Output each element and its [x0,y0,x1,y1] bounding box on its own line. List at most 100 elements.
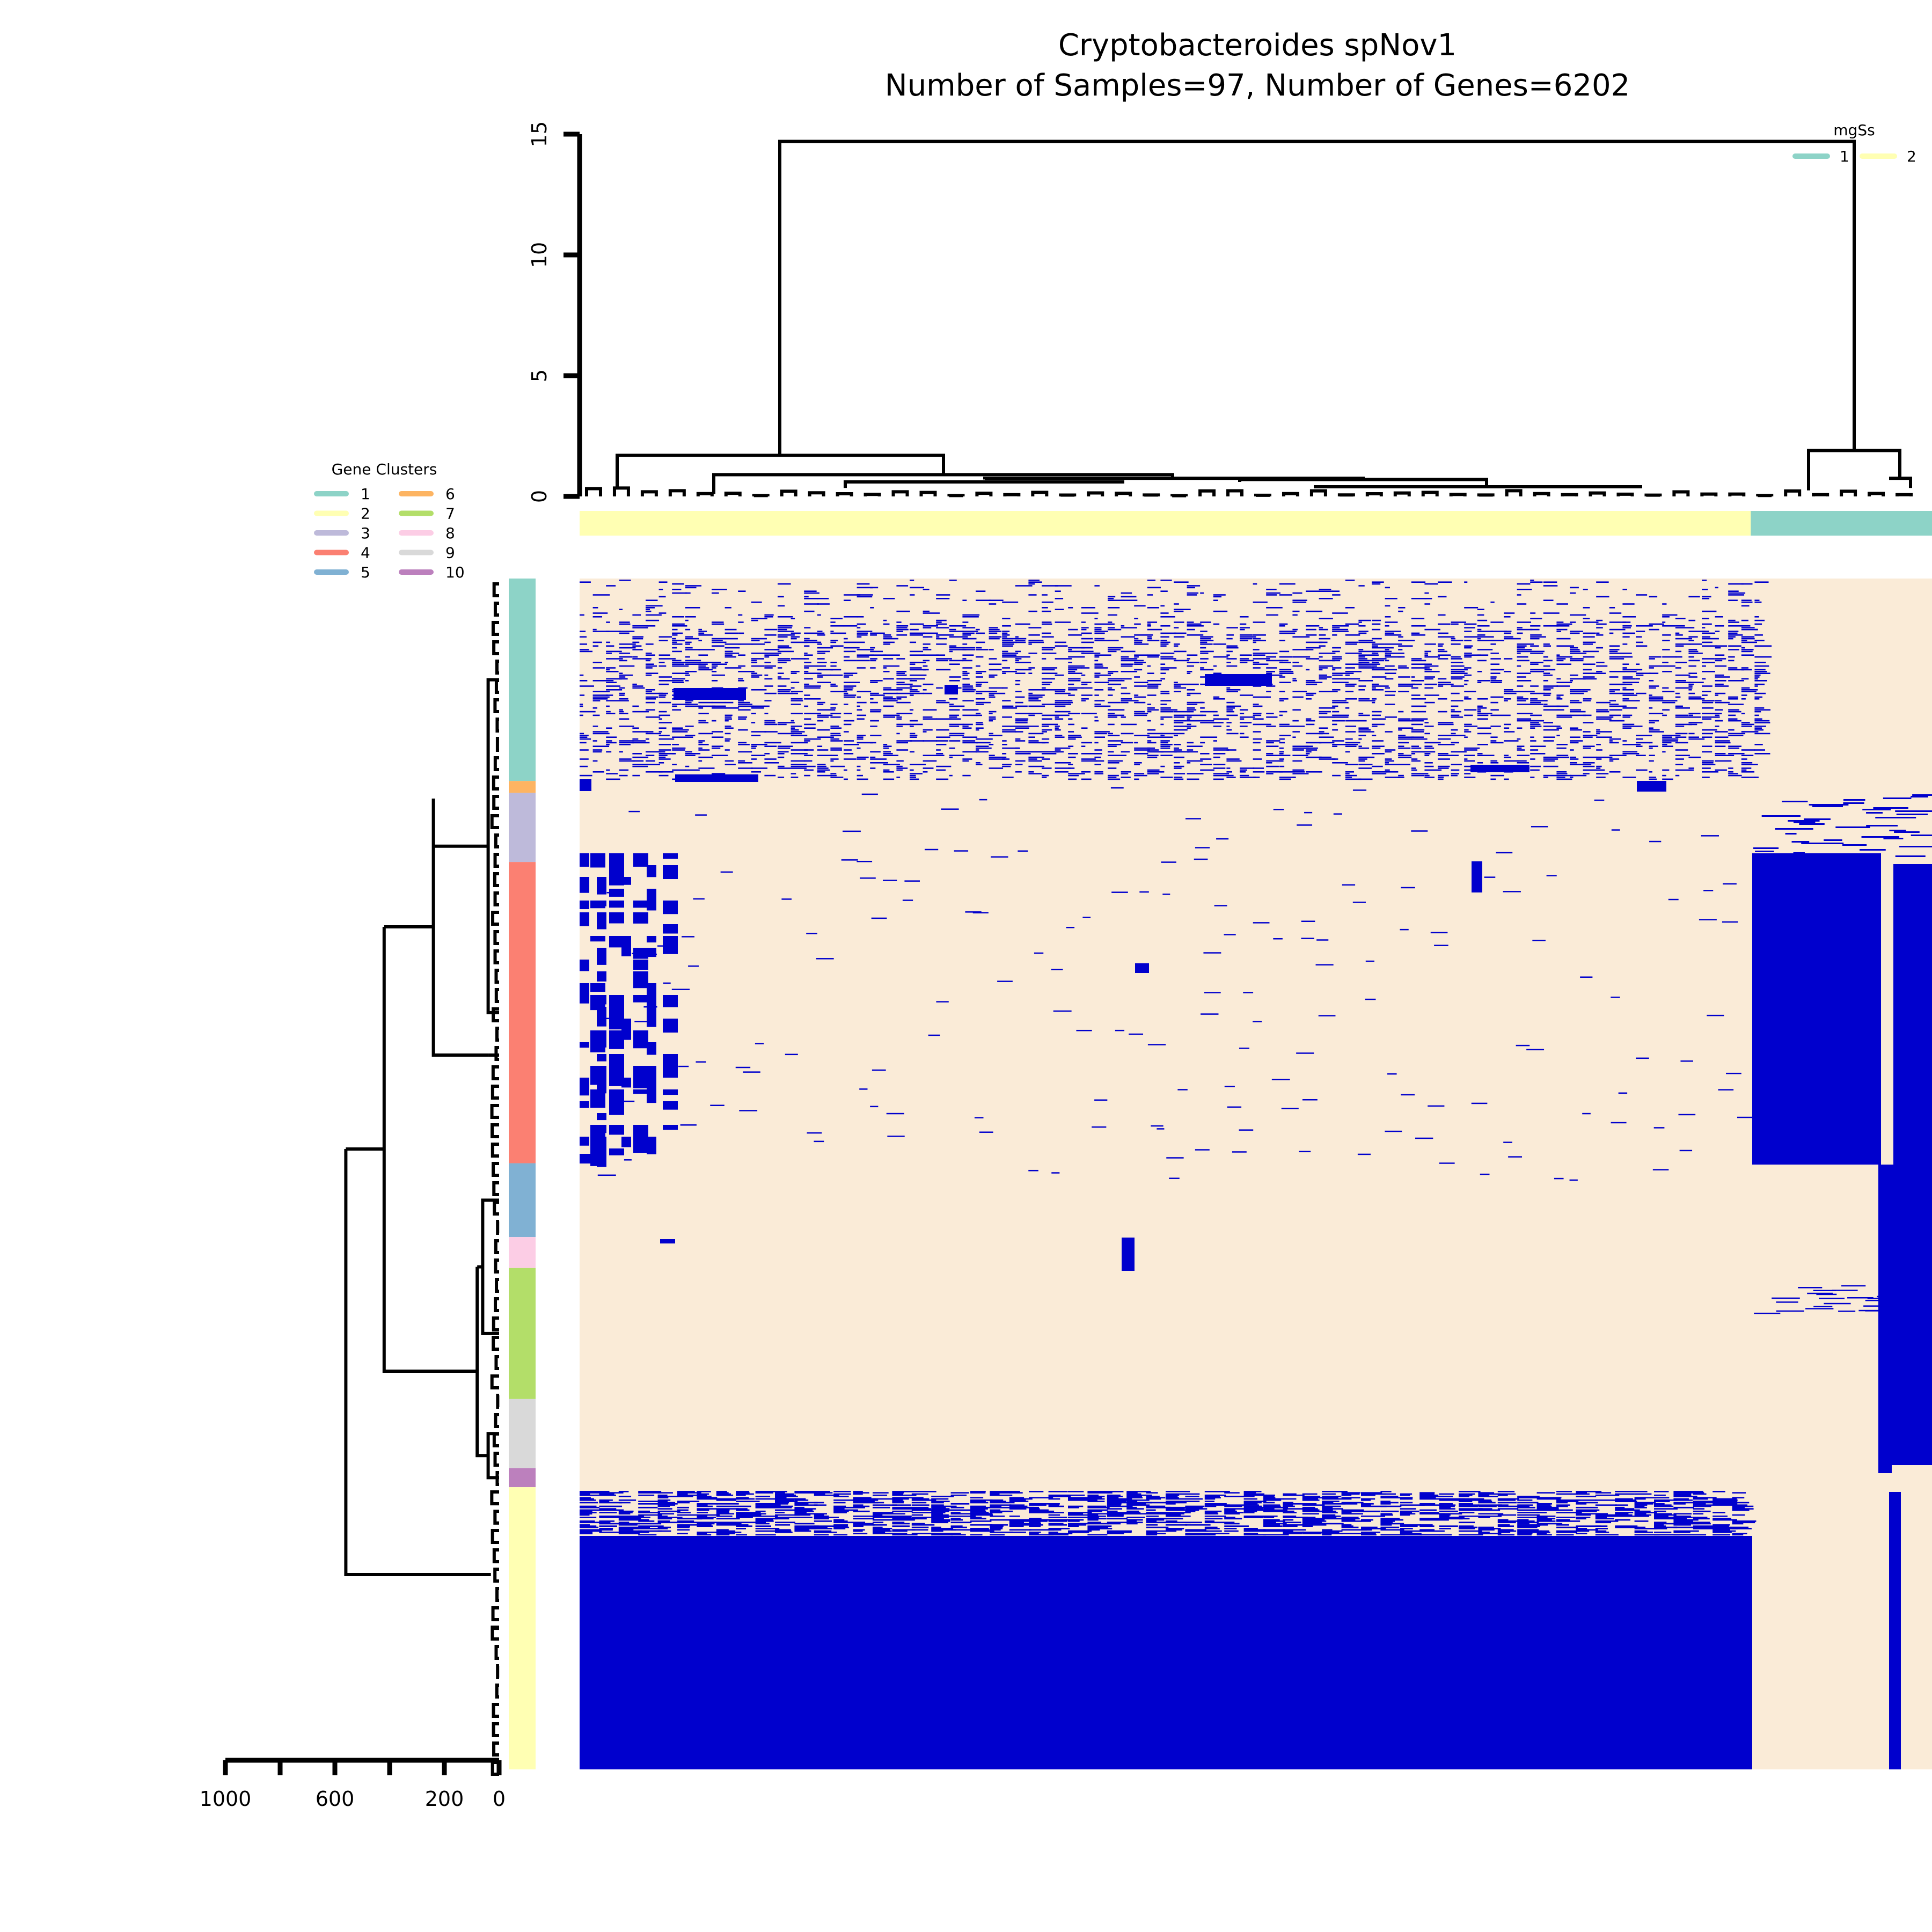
heatmap-block [1195,1149,1210,1151]
heatmap-block [791,636,800,638]
heatmap-block [1253,621,1265,623]
heatmap-block [1134,778,1139,780]
heatmap-block [931,1530,943,1532]
heatmap-block [1302,1523,1326,1525]
heatmap-block [1372,689,1384,691]
heatmap-block [1160,641,1170,643]
gene-dendrogram-leaf [491,911,499,926]
heatmap-block [1352,902,1366,903]
heatmap-block [1253,663,1269,665]
heatmap-block [778,678,790,680]
heatmap-block [1292,601,1307,603]
heatmap-block [1702,777,1710,778]
heatmap-block [1147,733,1163,735]
heatmap-block [1662,700,1678,701]
heatmap-block [1015,636,1019,638]
heatmap-block [1146,1524,1158,1526]
heatmap-block [1652,1169,1669,1170]
heatmap-block [1662,774,1666,777]
heatmap-block [764,723,778,726]
heatmap-block [844,638,848,640]
heatmap-block [1385,653,1401,654]
heatmap-block [764,685,773,687]
heatmap-block [619,647,636,649]
heatmap-block [1556,1502,1568,1504]
heatmap-block [962,599,967,601]
heatmap-block [1504,698,1511,700]
heatmap-block [1279,742,1285,744]
heatmap-block [1146,1505,1166,1507]
heatmap-block [580,1101,589,1108]
heatmap-block [923,589,930,590]
heatmap-block [697,1531,720,1533]
heatmap-block [633,912,648,924]
sample-dendrogram-leaf [696,492,714,496]
heatmap-block [1332,714,1349,716]
heatmap-block [1693,1503,1706,1505]
heatmap-block [1556,705,1569,707]
heatmap-block [1615,1519,1630,1521]
heatmap-block [657,1513,675,1514]
heatmap-block [844,696,855,698]
heatmap-block [1042,610,1051,612]
heatmap-block [857,701,867,704]
heatmap-block [1398,685,1414,687]
heatmap-block [1713,1531,1732,1533]
heatmap-block [896,658,905,660]
heatmap-block [1728,771,1733,773]
heatmap-block [580,1536,1752,1769]
heatmap-block [1715,660,1723,662]
heatmap-block [1693,1498,1708,1500]
heatmap-block [1174,773,1185,774]
heatmap-block [672,731,688,733]
heatmap-block [1068,1494,1085,1496]
heatmap-block [1477,640,1495,641]
heatmap-block [1266,674,1283,676]
heatmap-block [1654,1494,1666,1496]
heatmap-block [910,663,916,665]
heatmap-block [1741,636,1755,638]
heatmap-block [936,598,950,599]
heatmap-block [1615,1512,1634,1513]
heatmap-block [685,736,693,738]
heatmap-block [1319,758,1336,760]
heatmap-block [1622,689,1634,691]
heatmap-block [931,1510,949,1512]
heatmap-block [632,649,643,650]
heatmap-block [646,701,655,704]
heatmap-block [755,1520,774,1522]
heatmap-block [658,735,670,736]
heatmap-block [844,691,847,692]
heatmap-block [1213,774,1227,777]
heatmap-block [1464,729,1469,731]
heatmap-block [911,1499,936,1501]
heatmap-block [712,638,726,640]
heatmap-block [1543,704,1548,705]
heatmap-block [936,627,949,628]
heatmap-block [736,1516,762,1517]
heatmap-block [1301,920,1315,923]
heatmap-block [1055,674,1064,676]
heatmap-block [1688,619,1696,621]
heatmap-block [1878,1229,1883,1245]
heatmap-block [764,742,781,744]
heatmap-block [1673,1506,1694,1509]
heatmap-block [950,1512,961,1513]
heatmap-block [1464,758,1468,760]
heatmap-block [1615,1499,1636,1501]
heatmap-block [1108,694,1113,696]
heatmap-block [633,1137,648,1153]
heatmap-block [1028,696,1043,698]
heatmap-block [1302,1493,1318,1495]
heatmap-block [1147,587,1161,589]
heatmap-block [632,760,644,762]
heatmap-block [1166,1528,1184,1529]
heatmap-block [936,658,952,660]
heatmap-block [1570,742,1579,744]
heatmap-block [1200,769,1214,771]
heatmap-block [1297,824,1313,826]
heatmap-block [1002,671,1017,672]
heatmap-block [949,676,961,678]
gene-dendrogram-leaf [495,737,499,752]
heatmap-block [1583,669,1592,671]
